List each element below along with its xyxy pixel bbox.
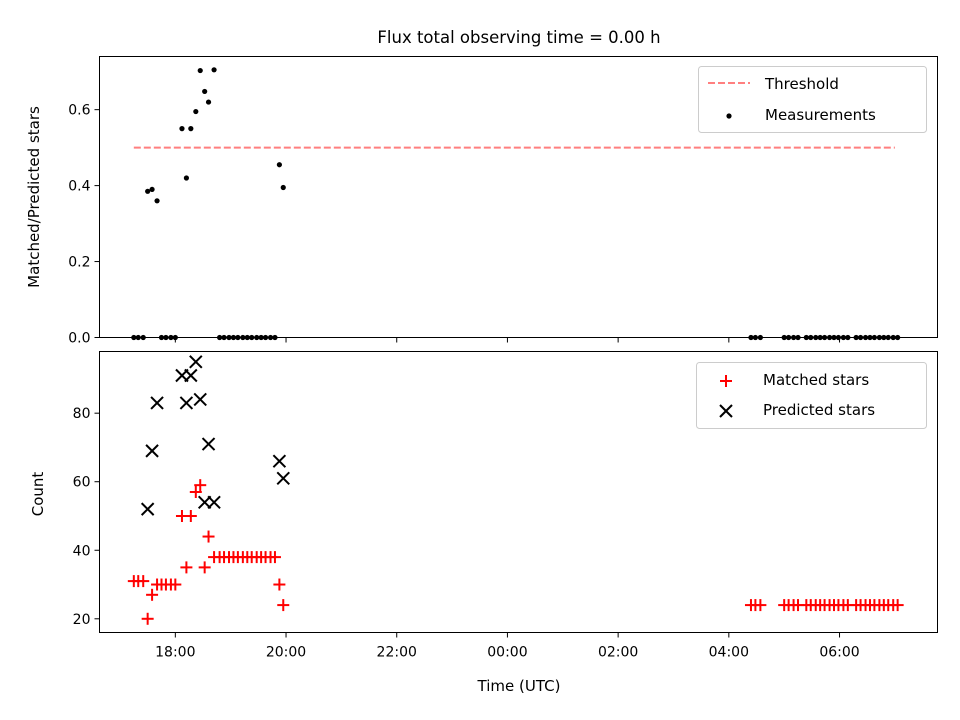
predicted-stars-point	[193, 392, 207, 407]
x-tick-label: 22:00	[377, 645, 417, 661]
matched-stars-point	[146, 588, 159, 601]
top-panel: 0.0 0.2 0.4 0.6 Matched/Predicted stars Thr…	[25, 56, 938, 347]
matched-stars-point	[277, 599, 290, 612]
measurements-legend-label: Measurements	[765, 106, 876, 124]
matched-stars-point	[169, 578, 182, 591]
measurements-point	[276, 162, 282, 168]
bottom-x-ticks: 18:00 20:00 22:00 00:00 02:00 04:00 06:00	[155, 632, 860, 661]
threshold-legend-label: Threshold	[764, 75, 839, 93]
x-tick-label: 00:00	[487, 645, 527, 661]
bottom-y-tick-label: 20	[73, 612, 91, 628]
top-legend: Threshold Measurements	[698, 66, 927, 133]
matched-stars-point	[180, 561, 193, 574]
bottom-y-tick-label: 60	[73, 475, 91, 491]
measurements-point	[179, 126, 185, 132]
measurements-point	[197, 67, 203, 74]
measurements-point	[183, 175, 189, 181]
x-tick-label: 02:00	[598, 645, 638, 661]
measurements-point	[202, 88, 208, 95]
top-plot-frame	[99, 56, 938, 338]
predicted-stars-point	[184, 368, 198, 383]
x-tick-label: 18:00	[155, 645, 195, 661]
bottom-plot-frame	[99, 351, 938, 633]
matched-stars-legend-swatch	[720, 375, 732, 387]
bottom-y-tick-label: 80	[73, 406, 91, 422]
x-tick-label: 06:00	[819, 645, 859, 661]
chart-title: Flux total observing time = 0.00 h	[377, 28, 660, 47]
predicted-stars-point	[150, 396, 164, 410]
x-tick-label: 20:00	[266, 645, 306, 661]
matched-stars-point	[194, 479, 207, 492]
top-plot-marks	[131, 67, 901, 341]
predicted-stars-point	[179, 396, 194, 410]
matched-stars-point	[189, 486, 202, 498]
bottom-y-axis-label: Count	[29, 472, 47, 517]
matched-stars-point	[184, 509, 197, 522]
predicted-stars-point	[276, 471, 290, 485]
measurements-point	[149, 186, 155, 193]
predicted-stars-legend-label: Predicted stars	[763, 401, 875, 419]
bottom-legend: Matched stars Predicted stars	[696, 362, 927, 429]
measurements-point	[280, 184, 286, 191]
top-y-tick-label: 0.2	[68, 255, 90, 271]
top-y-tick-label: 0.6	[68, 103, 90, 119]
bottom-y-tick-label: 40	[73, 543, 91, 559]
bottom-legend-box	[696, 362, 927, 429]
top-x-ticks	[174, 337, 841, 343]
matched-stars-point	[137, 575, 150, 588]
matched-stars-point	[273, 578, 286, 591]
matched-stars-point	[891, 599, 904, 612]
matched-stars-point	[198, 561, 211, 574]
predicted-stars-legend-swatch	[719, 404, 733, 418]
top-y-tick-label: 0.0	[68, 331, 90, 347]
predicted-stars-point	[189, 355, 203, 369]
predicted-stars-point	[207, 495, 221, 509]
predicted-stars-point	[140, 502, 155, 516]
x-axis-label: Time (UTC)	[477, 677, 561, 695]
predicted-stars-point	[145, 444, 159, 458]
top-y-ticks: 0.0 0.2 0.4 0.6	[68, 103, 100, 347]
measurements-point	[211, 67, 217, 73]
matched-stars-legend-label: Matched stars	[763, 371, 869, 389]
measurements-point	[188, 126, 194, 132]
predicted-stars-point	[201, 437, 216, 451]
matched-stars-point	[202, 530, 215, 543]
bottom-plot-marks	[127, 355, 904, 625]
predicted-stars-point	[272, 454, 287, 468]
measurements-point	[193, 108, 199, 115]
matched-stars-point	[754, 599, 767, 612]
measurements-legend-swatch	[726, 113, 732, 119]
measurements-point	[205, 99, 212, 105]
matched-stars-point	[141, 612, 154, 625]
top-y-tick-label: 0.4	[68, 179, 90, 195]
matched-stars-point	[268, 551, 281, 564]
x-tick-label: 04:00	[709, 645, 749, 661]
measurements-point	[145, 188, 151, 194]
top-y-axis-label: Matched/Predicted stars	[25, 106, 43, 288]
measurements-point	[154, 198, 160, 204]
top-legend-box	[698, 66, 927, 133]
bottom-y-ticks: 20 40 60 80	[73, 406, 100, 628]
bottom-panel: 20 40 60 80 18:00 20:00 22:00 00:00 02:00 04:00 0…	[29, 351, 938, 695]
